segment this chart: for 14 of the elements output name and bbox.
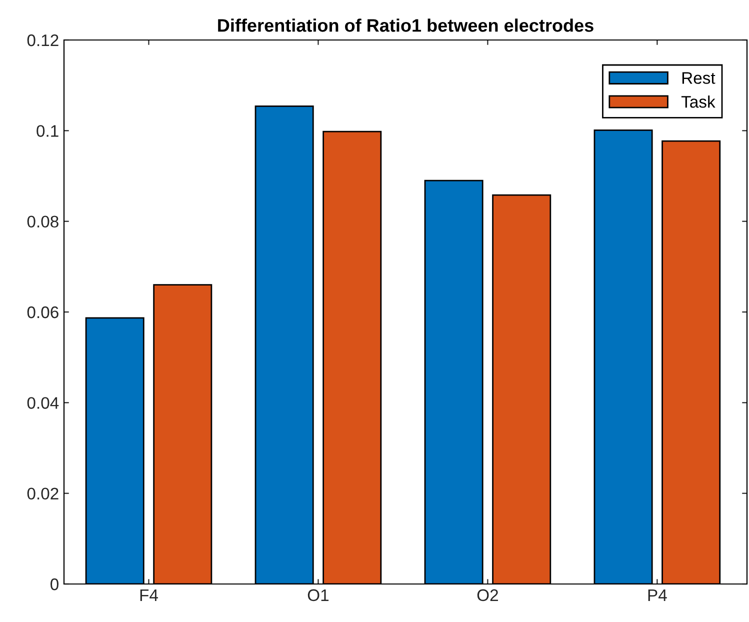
x-tick-label: O2: [477, 589, 498, 602]
y-tick-label: 0.08: [27, 216, 58, 228]
y-tick-label: 0.04: [27, 397, 59, 409]
x-tick-label: O1: [308, 589, 329, 602]
x-tick-label: F4: [140, 589, 158, 601]
legend-label: Task: [681, 96, 716, 108]
x-tick-label: P4: [648, 589, 667, 601]
y-tick-label: 0.1: [36, 125, 58, 137]
y-tick-label: 0: [50, 578, 58, 590]
chart-title: Differentiation of Ratio1 between electrodes: [218, 18, 594, 32]
legend-label: Rest: [682, 72, 716, 84]
y-tick-label: 0.06: [27, 306, 58, 318]
y-tick-label: 0.02: [27, 488, 58, 500]
y-tick-label: 0.12: [27, 34, 58, 46]
